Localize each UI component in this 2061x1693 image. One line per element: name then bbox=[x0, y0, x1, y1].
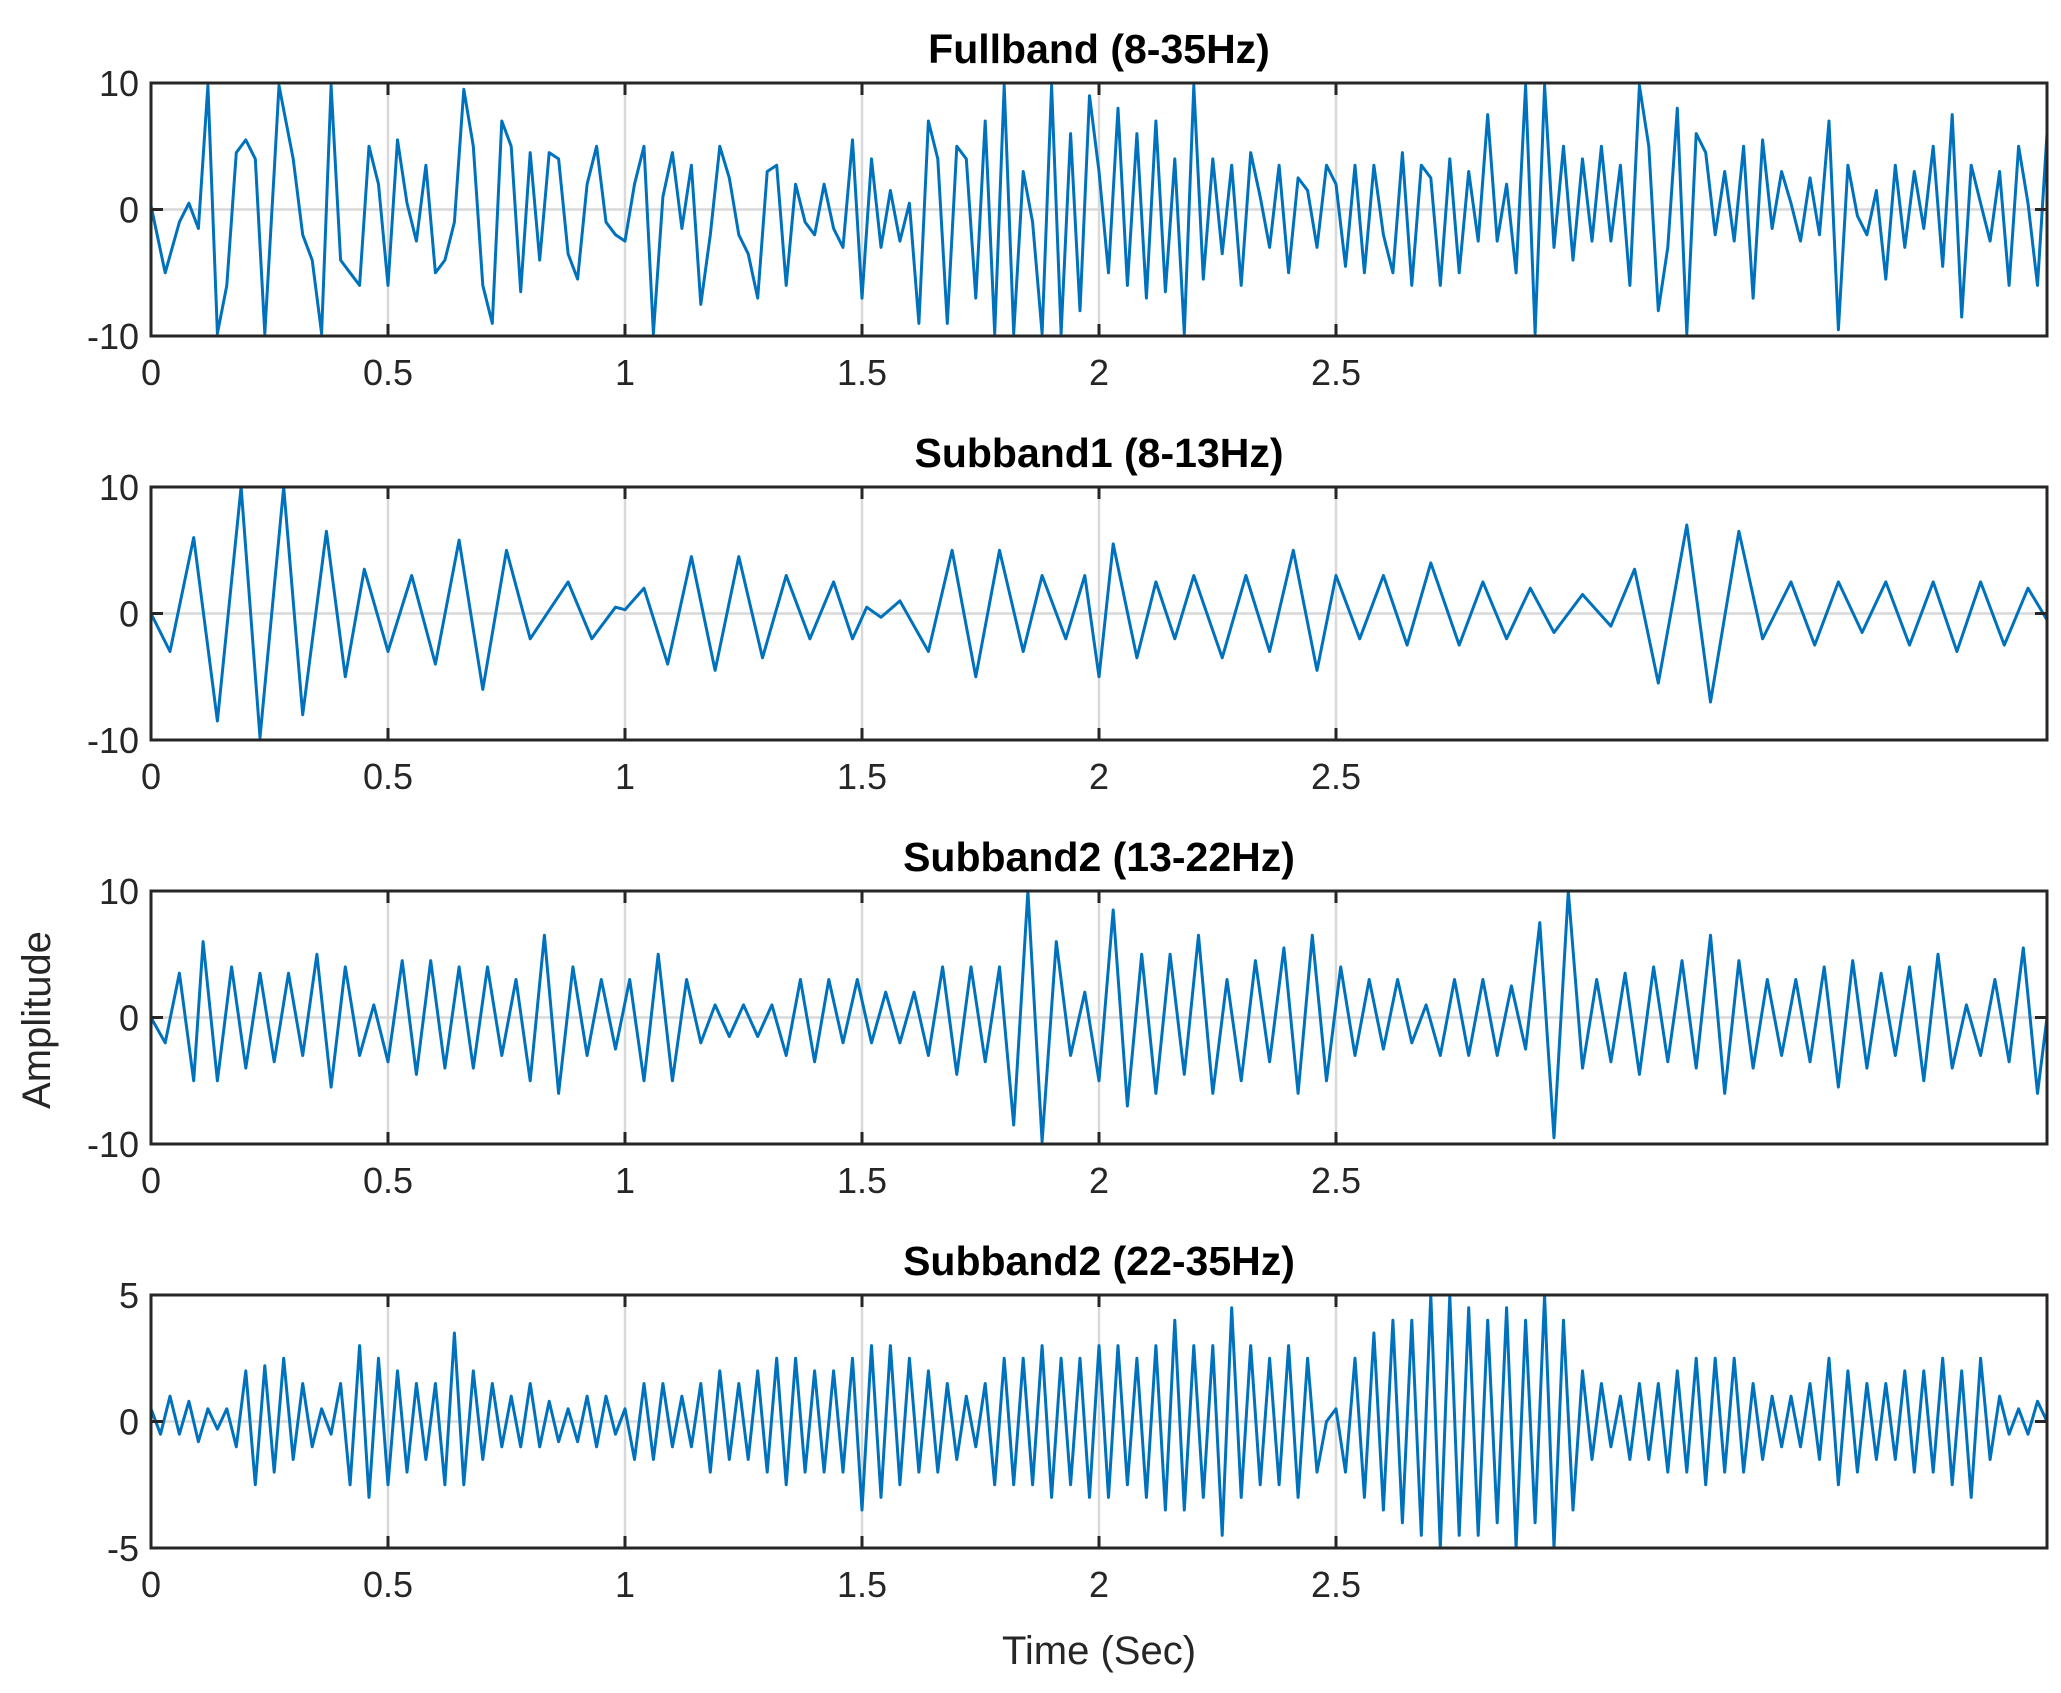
x-axis-label: Time (Sec) bbox=[1002, 1629, 1196, 1673]
series-line bbox=[149, 84, 2049, 335]
x-tick-label: 1 bbox=[615, 352, 635, 393]
x-tick-label: 2 bbox=[1089, 352, 1109, 393]
x-tick-label: 1.5 bbox=[837, 1564, 887, 1605]
y-axis-label: Amplitude bbox=[15, 931, 59, 1109]
subplot-title: Subband2 (13-22Hz) bbox=[903, 834, 1295, 880]
x-tick-label: 0.5 bbox=[363, 756, 413, 797]
x-tick-label: 0 bbox=[141, 1160, 161, 1201]
y-tick-label: 10 bbox=[99, 467, 139, 508]
y-tick-label: 0 bbox=[119, 1402, 139, 1443]
y-tick-label: 0 bbox=[119, 190, 139, 231]
x-tick-label: 0.5 bbox=[363, 1160, 413, 1201]
x-tick-label: 1.5 bbox=[837, 352, 887, 393]
series-line bbox=[149, 485, 2049, 739]
x-tick-label: 2 bbox=[1089, 1564, 1109, 1605]
series-line bbox=[149, 889, 2049, 1143]
y-tick-label: 0 bbox=[119, 594, 139, 635]
x-tick-label: 2.5 bbox=[1311, 1564, 1361, 1605]
x-tick-label: 1 bbox=[615, 756, 635, 797]
series-line bbox=[149, 1293, 2049, 1550]
x-tick-label: 1.5 bbox=[837, 1160, 887, 1201]
x-tick-label: 1 bbox=[615, 1564, 635, 1605]
y-tick-label: -10 bbox=[87, 316, 139, 357]
x-tick-label: 2.5 bbox=[1311, 756, 1361, 797]
x-tick-label: 2 bbox=[1089, 1160, 1109, 1201]
subplot-title: Subband1 (8-13Hz) bbox=[914, 430, 1283, 476]
x-tick-label: 2 bbox=[1089, 756, 1109, 797]
y-tick-label: -5 bbox=[107, 1528, 139, 1569]
subplot-title: Fullband (8-35Hz) bbox=[928, 26, 1270, 72]
x-tick-label: 2.5 bbox=[1311, 1160, 1361, 1201]
y-tick-label: 10 bbox=[99, 871, 139, 912]
x-tick-label: 0 bbox=[141, 756, 161, 797]
y-tick-label: -10 bbox=[87, 1124, 139, 1165]
y-tick-label: 0 bbox=[119, 998, 139, 1039]
x-tick-label: 1 bbox=[615, 1160, 635, 1201]
subplot-title: Subband2 (22-35Hz) bbox=[903, 1238, 1295, 1284]
x-tick-label: 0 bbox=[141, 352, 161, 393]
x-tick-label: 0.5 bbox=[363, 1564, 413, 1605]
y-tick-label: 5 bbox=[119, 1275, 139, 1316]
x-tick-label: 0.5 bbox=[363, 352, 413, 393]
y-tick-label: -10 bbox=[87, 720, 139, 761]
y-tick-label: 10 bbox=[99, 63, 139, 104]
x-tick-label: 2.5 bbox=[1311, 352, 1361, 393]
x-tick-label: 0 bbox=[141, 1564, 161, 1605]
x-tick-label: 1.5 bbox=[837, 756, 887, 797]
